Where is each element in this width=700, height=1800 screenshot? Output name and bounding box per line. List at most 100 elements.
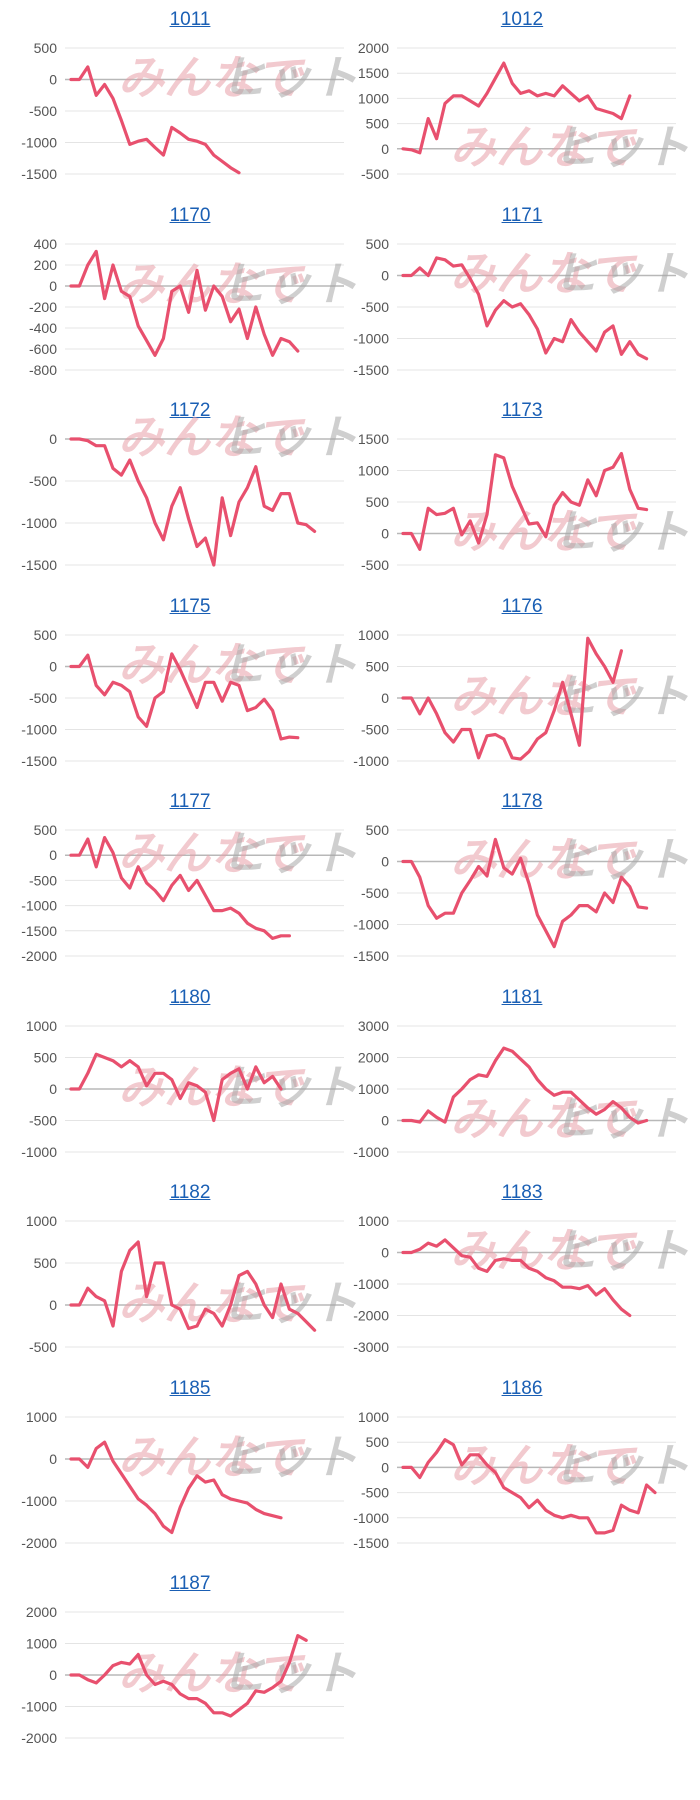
series-line [69, 1052, 283, 1122]
y-tick-label: -500 [361, 1484, 389, 1500]
chart-title-link[interactable]: 1012 [500, 9, 544, 30]
y-tick-label: -1000 [353, 330, 389, 346]
y-tick-label: 1000 [358, 627, 389, 643]
y-tick-label: 2000 [26, 1604, 57, 1620]
watermark-logo-right: ヒット [220, 1060, 358, 1114]
watermark-logo-right: ヒット [552, 505, 690, 559]
watermark-logo-right: ヒット [552, 669, 690, 723]
y-tick-label: 2000 [358, 1049, 389, 1065]
y-tick-label: 500 [366, 236, 390, 252]
y-tick-label: 500 [34, 627, 58, 643]
chart-title-link[interactable]: 1171 [501, 204, 543, 226]
y-tick-label: -500 [361, 721, 389, 737]
chart-title-link[interactable]: 1177 [169, 791, 211, 812]
y-tick-label: 500 [366, 822, 390, 838]
chart-title-link[interactable]: 1183 [501, 1182, 543, 1203]
y-tick-label: 500 [366, 658, 390, 674]
series-line [401, 636, 623, 761]
y-tick-label: 0 [49, 847, 57, 863]
chart-panel-1173: 1173 1500 1000 500 0 -500 みんなで ヒット [352, 399, 692, 589]
y-tick-label: 3000 [358, 1018, 389, 1034]
series-line [69, 437, 317, 567]
y-tick-label: 500 [366, 116, 390, 132]
watermark-logo-left: みんなで [118, 1646, 306, 1700]
y-tick-label: 500 [34, 1049, 58, 1065]
y-tick-label: -400 [29, 320, 57, 336]
chart-title-link[interactable]: 1186 [501, 1377, 543, 1399]
y-tick-label: -1000 [21, 898, 57, 914]
watermark-logo-right: ヒット [552, 1438, 690, 1492]
chart-title-link[interactable]: 1011 [169, 9, 211, 30]
watermark-logo-right: ヒット [552, 1224, 690, 1278]
y-tick-label: 1000 [358, 1213, 389, 1229]
chart-title-link[interactable]: 1187 [169, 1573, 211, 1594]
y-tick-label: 1000 [26, 1409, 57, 1425]
y-tick-label: -500 [29, 872, 57, 888]
watermark-logo-left: みんなで [118, 1430, 306, 1484]
y-tick-label: 0 [49, 431, 57, 447]
y-tick-label: 1000 [26, 1636, 57, 1652]
y-tick-label: 1000 [358, 463, 389, 479]
y-tick-label: 0 [49, 72, 57, 88]
watermark-logo-right: ヒット [220, 257, 358, 311]
series-line [69, 836, 291, 941]
y-tick-label: -500 [29, 103, 57, 119]
y-tick-label: 1000 [358, 1409, 389, 1425]
chart-title-link[interactable]: 1170 [169, 204, 211, 226]
chart-title-link[interactable]: 1172 [169, 400, 211, 421]
watermark-logo-left: みんなで [118, 826, 306, 880]
chart-title-link[interactable]: 1185 [169, 1377, 211, 1399]
chart-panel-1175: 1175 500 0 -500 -1000 -1500 みんなで ヒット [20, 595, 360, 785]
chart-panel-1182: 1182 1000 500 0 -500 みんなで ヒット [20, 1181, 360, 1371]
watermark-logo-left: みんなで [450, 1091, 638, 1145]
watermark-logo-left: みんなで [450, 246, 638, 300]
chart-title-link[interactable]: 1175 [169, 595, 211, 617]
y-tick-label: -800 [29, 362, 57, 378]
series-line [401, 451, 649, 551]
watermark-logo-left: みんなで [450, 1438, 638, 1492]
y-tick-label: 200 [34, 257, 58, 273]
chart-title-link[interactable]: 1180 [169, 986, 211, 1008]
y-tick-label: 500 [366, 1434, 390, 1450]
y-tick-label: -600 [29, 341, 57, 357]
chart-title-link[interactable]: 1178 [501, 791, 543, 812]
chart-title-link[interactable]: 1182 [169, 1182, 211, 1203]
y-tick-label: -500 [361, 166, 389, 182]
watermark-logo-right: ヒット [220, 410, 358, 464]
series-line [69, 651, 300, 741]
watermark-logo-left: みんなで [118, 257, 306, 311]
y-tick-label: 0 [381, 1112, 389, 1128]
chart-title-link[interactable]: 1173 [501, 400, 543, 421]
y-tick-label: -1500 [21, 166, 57, 182]
y-tick-label: -500 [361, 557, 389, 573]
chart-title-link[interactable]: 1176 [501, 595, 543, 617]
watermark-logo-right: ヒット [220, 826, 358, 880]
chart-panel-1172: 1172 0 -500 -1000 -1500 みんなで ヒット [20, 399, 360, 589]
y-tick-label: -1000 [21, 515, 57, 531]
y-tick-label: 0 [49, 1667, 57, 1683]
chart-title-link[interactable]: 1181 [501, 986, 543, 1008]
watermark-logo-left: みんなで [450, 833, 638, 887]
y-tick-label: 1000 [358, 90, 389, 106]
y-tick-label: -1000 [353, 753, 389, 769]
chart-panel-1170: 1170 400 200 0 -200 -400 -600 -800 みんなで ヒット [20, 204, 360, 394]
chart-panel-1178: 1178 500 0 -500 -1000 -1500 みんなで ヒット [352, 790, 692, 980]
y-tick-label: -1500 [353, 1535, 389, 1551]
series-line [69, 65, 241, 175]
y-tick-label: 0 [49, 1297, 57, 1313]
watermark-logo-right: ヒット [220, 51, 358, 105]
series-line [401, 1238, 632, 1318]
series-line [69, 249, 300, 357]
